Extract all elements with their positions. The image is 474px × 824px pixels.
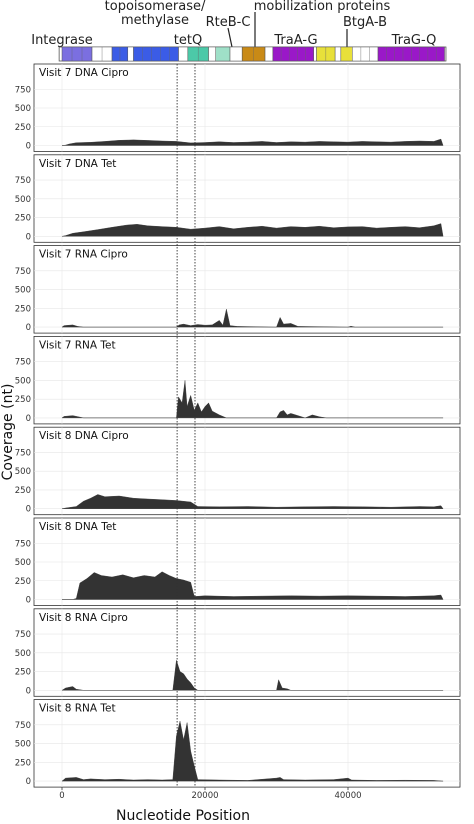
gene-label-7: BtgA-B [343, 15, 387, 30]
y-tick-label: 250 [15, 395, 31, 405]
genome-segment-4 [133, 46, 179, 62]
y-tick-label: 250 [15, 486, 31, 496]
panel-title: Visit 8 DNA Cipro [39, 430, 129, 442]
genome-segment-7 [208, 46, 216, 62]
panel-title: Visit 7 DNA Cipro [39, 67, 129, 79]
y-tick-label: 250 [15, 123, 31, 133]
y-tick-label: 750 [15, 267, 31, 277]
coverage-area [61, 721, 444, 782]
genome-segment-8 [215, 46, 231, 62]
y-tick-label: 0 [26, 232, 31, 242]
y-tick-label: 250 [15, 304, 31, 314]
y-tick-label: 250 [15, 758, 31, 768]
genome-map-labels: Integrase topoisomerase/methylase tetQ RteB… [31, 0, 436, 48]
genome-map [58, 46, 447, 62]
y-tick-label: 750 [15, 85, 31, 95]
panel-title: Visit 7 RNA Tet [39, 339, 116, 351]
genome-segment-16 [340, 46, 353, 62]
y-tick-label: 0 [26, 142, 31, 152]
genome-segment-13 [313, 46, 317, 62]
y-tick-label: 0 [26, 505, 31, 515]
gene-label-1: topoisomerase/ [105, 0, 206, 14]
panel-2: 0 250 500 750 Visit 7 RNA Cipro [15, 245, 461, 334]
coverage-area [61, 380, 444, 419]
y-tick-label: 0 [26, 414, 31, 424]
genome-segment-15 [334, 46, 342, 62]
y-tick-label: 250 [15, 214, 31, 224]
genome-segment-12 [272, 46, 314, 62]
x-tick-label: 40000 [334, 791, 361, 801]
y-tick-label: 500 [15, 558, 31, 568]
y-tick-label: 750 [15, 358, 31, 368]
x-tick-label: 20000 [191, 791, 218, 801]
gene-label-3: tetQ [174, 33, 202, 48]
coverage-area [61, 309, 444, 328]
panel-1: 0 250 500 750 Visit 7 DNA Tet [15, 154, 461, 243]
y-tick-label: 750 [15, 721, 31, 731]
y-tick-label: 0 [26, 596, 31, 606]
genome-segment-3 [127, 46, 134, 62]
gene-label-4: RteB-C [206, 15, 251, 30]
panel-6: 0 250 500 750 Visit 8 RNA Cipro [15, 608, 461, 697]
gene-label-0: Integrase [31, 33, 93, 48]
panel-4: 0 250 500 750 Visit 8 DNA Cipro [15, 426, 461, 516]
genome-segment-11 [264, 46, 274, 62]
y-tick-label: 500 [15, 286, 31, 296]
coverage-area [61, 138, 444, 146]
y-tick-label: 750 [15, 630, 31, 640]
coverage-area [62, 571, 444, 600]
y-tick-label: 750 [15, 176, 31, 186]
genome-segment-9 [229, 46, 243, 62]
panel-title: Visit 8 RNA Tet [39, 703, 116, 715]
genome-segment-0 [61, 46, 93, 62]
gene-label-5: mobilization proteins [254, 0, 391, 14]
y-tick-label: 500 [15, 467, 31, 477]
y-tick-label: 250 [15, 668, 31, 678]
panel-title: Visit 8 DNA Tet [39, 521, 116, 533]
y-tick-label: 0 [26, 323, 31, 333]
x-axis-title: Nucleotide Position [116, 808, 250, 824]
coverage-area [61, 494, 444, 509]
y-tick-label: 0 [26, 777, 31, 787]
reference-lines [176, 64, 196, 788]
y-tick-label: 500 [15, 376, 31, 386]
y-tick-label: 500 [15, 740, 31, 750]
y-tick-label: 0 [26, 686, 31, 696]
gene-label-2: methylase [121, 13, 189, 28]
panel-title: Visit 7 RNA Cipro [39, 249, 128, 261]
panel-5: 0 250 500 750 Visit 8 DNA Tet [15, 517, 461, 606]
panel-title: Visit 7 DNA Tet [39, 158, 116, 170]
y-tick-label: 500 [15, 649, 31, 659]
gene-label-connector-0 [227, 27, 233, 48]
panel-title: Visit 8 RNA Cipro [39, 612, 128, 624]
y-tick-label: 500 [15, 104, 31, 114]
coverage-area [61, 660, 444, 691]
y-tick-label: 500 [15, 195, 31, 205]
coverage-panels: 0 250 500 750 Visit 7 DNA Cipro 0 250 500 750 Vis… [15, 63, 461, 788]
panel-7: 0 250 500 750 Visit 8 RNA Tet [15, 699, 461, 788]
y-axis-title: Coverage (nt) [0, 384, 16, 481]
coverage-area [61, 223, 444, 237]
panel-3: 0 250 500 750 Visit 7 RNA Tet [15, 335, 461, 425]
y-tick-label: 250 [15, 577, 31, 587]
gene-label-8: TraG-Q [391, 33, 437, 48]
x-tick-label: 0 [59, 791, 64, 801]
y-tick-label: 750 [15, 539, 31, 549]
x-axis: 0 20000 40000 [59, 787, 362, 801]
genome-segment-17 [352, 46, 379, 62]
panel-0: 0 250 500 750 Visit 7 DNA Cipro [15, 63, 461, 152]
genome-segment-5 [178, 46, 189, 62]
gene-label-6: TraA-G [273, 33, 317, 48]
y-tick-label: 750 [15, 448, 31, 458]
